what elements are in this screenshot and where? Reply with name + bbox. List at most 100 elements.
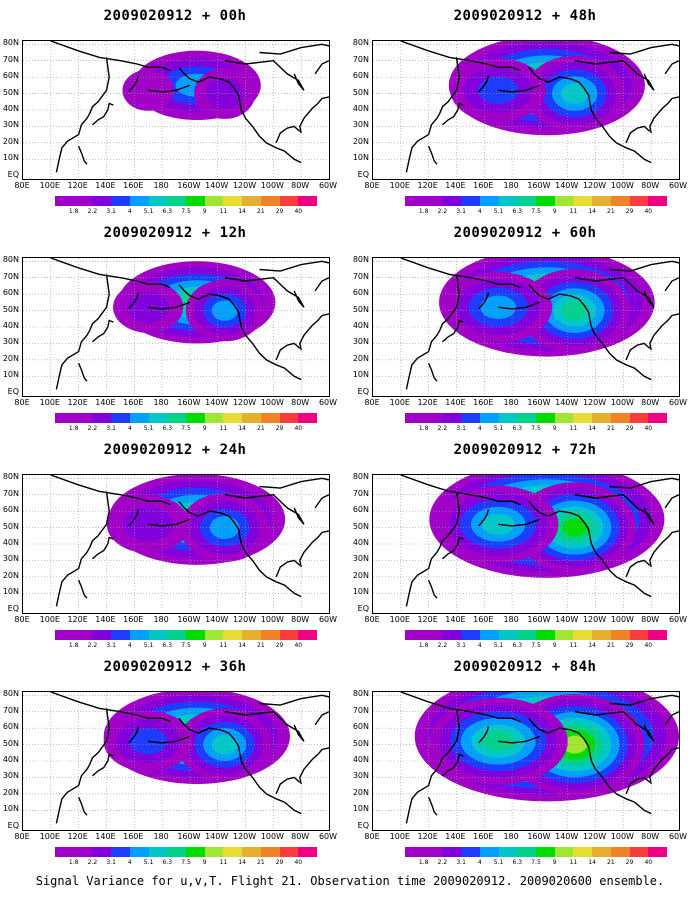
colorbar xyxy=(55,630,318,640)
colorbar-swatch xyxy=(648,196,668,206)
coastlines xyxy=(50,475,329,607)
colorbar-label: 3.1 xyxy=(106,208,116,215)
latitude-label: 30N xyxy=(352,337,369,347)
graticule xyxy=(373,475,679,613)
latitude-label: 70N xyxy=(2,488,19,498)
latitude-label: 50N xyxy=(2,304,19,314)
longitude-label: 100W xyxy=(610,181,634,190)
colorbar-label: 21 xyxy=(257,425,265,432)
colorbar-swatch xyxy=(298,413,318,423)
latitude-axis: 80N 70N 60N 50N 40N 30N 20N 10N EQ xyxy=(0,38,21,180)
longitude-label: 80E xyxy=(14,615,30,624)
colorbar-swatch xyxy=(554,630,574,640)
colorbar-label: 4 xyxy=(127,425,132,432)
coastlines xyxy=(50,258,329,390)
variance-contour xyxy=(127,291,170,323)
longitude-label: 80E xyxy=(364,398,380,407)
colorbar-label: 5.1 xyxy=(493,208,504,215)
colorbar-swatch xyxy=(223,196,243,206)
map-area xyxy=(22,691,330,831)
colorbar-swatch xyxy=(55,847,74,857)
latitude-label: 30N xyxy=(352,554,369,564)
colorbar-labels: 1.8 2.2 3.1 4 5.1 6.3 7.5 9 11 14 21 29 40 xyxy=(405,642,667,650)
colorbar-swatch xyxy=(242,413,261,423)
longitude-label: 100E xyxy=(389,832,410,841)
map-area xyxy=(372,257,680,397)
graticule xyxy=(373,258,679,396)
colorbar-label: 6.3 xyxy=(512,642,523,649)
colorbar-label: 5.1 xyxy=(143,642,154,649)
colorbar-swatch xyxy=(610,847,630,857)
colorbar-label: 40 xyxy=(294,642,303,649)
longitude-label: 100W xyxy=(260,615,284,624)
colorbar-swatch xyxy=(405,413,424,423)
longitude-label: 160E xyxy=(123,615,144,624)
longitude-label: 100W xyxy=(260,832,284,841)
colorbar-swatch xyxy=(573,196,593,206)
signal-variance-field xyxy=(448,41,645,136)
longitude-label: 140W xyxy=(555,181,579,190)
colorbar-swatch xyxy=(498,847,518,857)
latitude-label: 10N xyxy=(352,153,369,163)
panel-title: 2009020912 + 36h xyxy=(103,659,247,675)
longitude-label: 160W xyxy=(527,398,551,407)
latitude-label: 10N xyxy=(2,804,19,814)
latitude-label: 10N xyxy=(2,153,19,163)
latitude-label: 40N xyxy=(2,104,19,113)
colorbar-label: 14 xyxy=(588,425,596,432)
longitude-label: 100W xyxy=(610,615,634,624)
colorbar-label: 14 xyxy=(238,642,246,649)
latitude-label: 40N xyxy=(352,321,369,330)
latitude-label: 40N xyxy=(2,755,19,764)
colorbar xyxy=(55,847,318,857)
colorbar-swatch xyxy=(167,196,187,206)
colorbar-label: 29 xyxy=(275,859,284,866)
longitude-label: 120W xyxy=(582,615,607,624)
colorbar-label: 2.2 xyxy=(437,859,448,866)
latitude-label: 70N xyxy=(352,54,369,64)
variance-contour xyxy=(480,295,517,320)
colorbar-swatch xyxy=(92,413,112,423)
colorbar-swatch xyxy=(148,847,168,857)
colorbar-swatch xyxy=(111,413,130,423)
colorbar-label: 6.3 xyxy=(512,859,523,866)
latitude-label: 70N xyxy=(2,54,19,64)
panel-title: 2009020912 + 00h xyxy=(103,8,247,24)
latitude-label: 40N xyxy=(352,538,369,547)
panel-title: 2009020912 + 48h xyxy=(453,8,597,24)
panel-title: 2009020912 + 84h xyxy=(453,659,597,675)
colorbar-swatch xyxy=(479,413,499,423)
colorbar-swatch xyxy=(260,630,280,640)
longitude-label: 140W xyxy=(205,398,229,407)
longitude-label: 100E xyxy=(389,181,410,190)
colorbar-label: 9 xyxy=(552,208,557,215)
colorbar-label: 7.5 xyxy=(181,642,191,649)
colorbar-labels: 1.8 2.2 3.1 4 5.1 6.3 7.5 9 11 14 21 29 40 xyxy=(405,208,667,216)
latitude-label: 70N xyxy=(352,705,369,715)
longitude-label: 100E xyxy=(39,832,60,841)
colorbar-swatch xyxy=(279,196,299,206)
longitude-label: 120E xyxy=(67,398,88,407)
longitude-label: 120E xyxy=(417,398,438,407)
longitude-label: 120W xyxy=(582,181,607,190)
colorbar-swatch xyxy=(242,630,261,640)
map-area xyxy=(22,474,330,614)
colorbar-swatch xyxy=(479,196,499,206)
longitude-label: 160W xyxy=(527,181,551,190)
colorbar-swatch xyxy=(279,413,299,423)
longitude-label: 80E xyxy=(364,832,380,841)
longitude-label: 140E xyxy=(445,832,466,841)
colorbar-swatch xyxy=(148,413,168,423)
colorbar-swatch xyxy=(129,630,149,640)
map-area xyxy=(22,40,330,180)
colorbar-labels: 1.8 2.2 3.1 4 5.1 6.3 7.5 9 11 14 21 29 40 xyxy=(55,208,317,216)
longitude-label: 80W xyxy=(641,615,660,624)
colorbar-label: 2.2 xyxy=(87,859,98,866)
latitude-label: 50N xyxy=(352,87,369,97)
colorbar-label: 1.8 xyxy=(68,425,79,432)
colorbar-label: 5.1 xyxy=(493,642,504,649)
map-panel: 2009020912 + 00h 80N 70N 60N 50N 40N 30N 20N 10N… xyxy=(0,0,350,225)
colorbar-label: 11 xyxy=(219,642,228,649)
latitude-label: 20N xyxy=(2,136,19,146)
longitude-label: 120E xyxy=(67,615,88,624)
